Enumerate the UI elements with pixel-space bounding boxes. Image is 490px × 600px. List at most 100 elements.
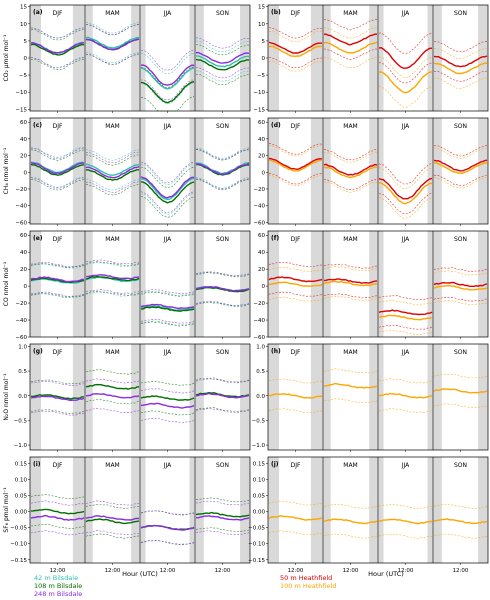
season-label: DJF bbox=[291, 123, 301, 130]
night-band bbox=[427, 118, 433, 224]
panel-i: DJF 12:00 MAM 12:00 JJA 12:00 SON 12:00 −0.15 −0.… bbox=[10, 456, 251, 574]
y-tick-label: 1.0 bbox=[256, 344, 265, 350]
night-band bbox=[189, 457, 195, 563]
series-upper-bound bbox=[30, 27, 85, 39]
series-upper-bound bbox=[323, 263, 378, 269]
series-mean-line bbox=[195, 515, 250, 521]
y-tick-label: −15 bbox=[253, 107, 265, 113]
y-tick-label: 0.00 bbox=[253, 510, 266, 516]
y-tick-label: 40 bbox=[20, 250, 27, 256]
night-band bbox=[189, 231, 195, 337]
night-band bbox=[478, 5, 488, 111]
series-lower-bound bbox=[195, 178, 250, 190]
series-lower-bound bbox=[433, 403, 488, 409]
series-mean-line bbox=[378, 46, 433, 69]
series-upper-bound bbox=[140, 161, 195, 184]
panel-label: (j) bbox=[271, 461, 279, 468]
series-upper-bound bbox=[195, 147, 250, 160]
night-band bbox=[478, 118, 488, 224]
night-band bbox=[433, 5, 442, 111]
series-mean-line bbox=[30, 393, 84, 400]
y-tick-label: 0 bbox=[24, 56, 28, 62]
series-lower-bound bbox=[195, 73, 250, 85]
series-upper-bound bbox=[30, 381, 85, 386]
y-tick-label: 0.0 bbox=[18, 394, 27, 400]
night-band bbox=[378, 118, 384, 224]
panel-j: DJF 12:00 MAM 12:00 JJA 12:00 SON 12:00 −0.15 −0.… bbox=[248, 456, 489, 574]
season-label: JJA bbox=[401, 236, 410, 243]
y-tick-label: 40 bbox=[20, 137, 27, 143]
series-mean-line bbox=[140, 524, 195, 531]
series-upper-bound bbox=[433, 47, 488, 59]
night-band bbox=[131, 457, 140, 563]
y-tick-label: −20 bbox=[15, 187, 27, 193]
season-label: MAM bbox=[343, 10, 357, 17]
panel-e: DJF MAM JJA SON −60 −40 −20 0 20 40 60 (e) bbox=[15, 230, 251, 341]
series-mean-line bbox=[323, 518, 378, 525]
series-lower-bound bbox=[323, 178, 378, 191]
night-band bbox=[369, 457, 378, 563]
series-mean-line bbox=[433, 285, 488, 291]
night-band bbox=[131, 5, 140, 111]
legend-entry: 100 m Heathfield bbox=[280, 582, 336, 590]
season-label: DJF bbox=[53, 236, 63, 243]
y-axis-label: SF₆ pmol mol⁻¹ bbox=[3, 487, 10, 533]
series-mean-line bbox=[195, 163, 250, 176]
y-tick-label: 20 bbox=[20, 267, 27, 273]
night-band bbox=[140, 5, 146, 111]
series-upper-bound bbox=[195, 271, 250, 277]
series-mean-line bbox=[268, 281, 323, 287]
y-tick-label: −40 bbox=[15, 318, 27, 324]
night-band bbox=[85, 344, 93, 450]
series-lower-bound bbox=[378, 329, 433, 335]
series-lower-bound bbox=[378, 324, 433, 330]
y-tick-label: −10 bbox=[15, 90, 27, 96]
night-band bbox=[369, 5, 378, 111]
panel-frame bbox=[29, 230, 251, 338]
night-band bbox=[323, 231, 331, 337]
season-label: JJA bbox=[401, 462, 410, 469]
series-upper-bound bbox=[195, 44, 250, 56]
y-tick-label: −0.5 bbox=[252, 418, 266, 424]
series-upper-bound bbox=[378, 163, 433, 185]
y-tick-label: −0.05 bbox=[248, 526, 265, 532]
panel-frame bbox=[267, 117, 489, 225]
series-mean-line bbox=[86, 163, 140, 176]
series-upper-bound bbox=[30, 261, 84, 268]
y-tick-label: 0 bbox=[262, 170, 266, 176]
series-mean-line bbox=[140, 67, 195, 90]
series-mean-line bbox=[323, 278, 378, 284]
night-band bbox=[268, 457, 279, 563]
night-band bbox=[195, 231, 204, 337]
series-mean-line bbox=[30, 42, 85, 54]
series-mean-line bbox=[323, 382, 378, 389]
series-lower-bound bbox=[30, 410, 85, 416]
y-tick-label: 40 bbox=[258, 250, 265, 256]
y-tick-label: 1.0 bbox=[18, 344, 27, 350]
series-mean-line bbox=[30, 164, 85, 176]
series-lower-bound bbox=[86, 53, 140, 65]
legend-entry: 248 m Bilsdale bbox=[34, 590, 82, 598]
y-tick-label: 20 bbox=[20, 154, 27, 160]
y-tick-label: 0.15 bbox=[253, 461, 266, 467]
series-lower-bound bbox=[323, 56, 378, 69]
y-tick-label: −5 bbox=[257, 73, 266, 79]
x-axis-label-left: Hour (UTC) bbox=[122, 570, 158, 578]
series-lower-bound bbox=[140, 540, 195, 546]
series-lower-bound bbox=[268, 60, 323, 72]
series-lower-bound bbox=[140, 192, 195, 215]
y-axis-label: N₂O nmol mol⁻¹ bbox=[3, 373, 10, 421]
series-upper-bound bbox=[85, 22, 139, 34]
night-band bbox=[323, 118, 331, 224]
series-mean-line bbox=[195, 162, 250, 176]
night-band bbox=[427, 231, 433, 337]
night-band bbox=[195, 344, 204, 450]
night-band bbox=[195, 5, 204, 111]
season-label: SON bbox=[216, 10, 229, 17]
season-label: MAM bbox=[105, 10, 119, 17]
series-upper-bound bbox=[30, 147, 85, 158]
x-tick-label: 12:00 bbox=[453, 568, 469, 574]
y-tick-label: 5 bbox=[24, 39, 28, 45]
series-upper-bound bbox=[30, 27, 85, 39]
series-lower-bound bbox=[268, 173, 323, 185]
